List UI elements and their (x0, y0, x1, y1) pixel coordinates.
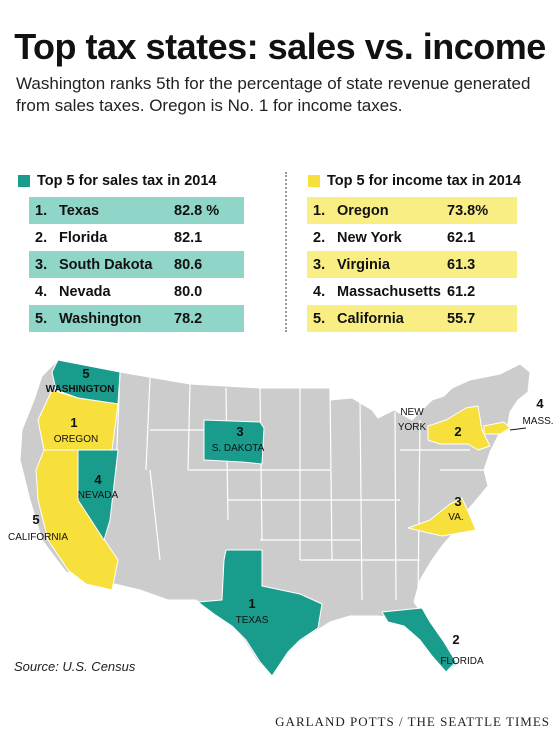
sales-swatch (18, 175, 30, 187)
state-nevada (77, 449, 119, 541)
nv-name-label: NEVADA (78, 490, 119, 501)
ma-leader-line (509, 427, 527, 431)
va-rank-label: 3 (454, 494, 461, 509)
table-row: 2. New York 62.1 (313, 229, 476, 246)
state-virginia (407, 497, 477, 537)
table-row: 2. Florida 82.1 (35, 229, 203, 246)
income-heading: Top 5 for income tax in 2014 (327, 173, 521, 189)
page-title: Top tax states: sales vs. income (14, 26, 546, 67)
state-texas (197, 549, 323, 677)
table-row: 1. Oregon 73.8% (307, 197, 517, 224)
wa-rank-label: 5 (82, 366, 89, 381)
tx-name-label: TEXAS (236, 615, 269, 626)
sales-legend: Top 5 for sales tax in 2014 (18, 173, 216, 189)
sd-rank-label: 3 (236, 424, 243, 439)
nv-rank-label: 4 (94, 472, 102, 487)
table-row: 5. Washington 78.2 (29, 305, 244, 332)
sd-name-label: S. DAKOTA (212, 443, 265, 454)
or-rank-label: 1 (70, 415, 77, 430)
table-row: 5. California 55.7 (307, 305, 517, 332)
table-divider (285, 172, 287, 332)
table-row: 3. South Dakota 80.6 (29, 251, 244, 278)
ny-name-label-line2: YORK (398, 422, 427, 433)
ny-name-label-line1: NEW (400, 407, 424, 418)
income-table: 1. Oregon 73.8% 2. New York 62.1 3. Virg… (307, 197, 517, 332)
subtitle: Washington ranks 5th for the percentage … (16, 74, 531, 115)
tx-rank-label: 1 (248, 596, 255, 611)
sales-table: 1. Texas 82.8 % 2. Florida 82.1 3. South… (29, 197, 244, 332)
state-massachusetts (483, 421, 511, 435)
ma-rank-label: 4 (536, 396, 544, 411)
state-florida (381, 607, 457, 673)
fl-name-label: FLORIDA (440, 656, 484, 667)
wa-name-label: WASHINGTON (46, 384, 115, 395)
table-row: 1. Texas 82.8 % (29, 197, 244, 224)
income-legend: Top 5 for income tax in 2014 (308, 173, 521, 189)
ca-name-label: CALIFORNIA (8, 532, 68, 543)
va-name-label: VA. (448, 512, 463, 523)
table-row: 4. Massachusetts 61.2 (313, 283, 476, 300)
ca-rank-label: 5 (32, 512, 39, 527)
table-row: 4. Nevada 80.0 (35, 283, 203, 300)
credit-line: GARLAND POTTS / THE SEATTLE TIMES (275, 714, 550, 729)
table-row: 3. Virginia 61.3 (307, 251, 517, 278)
ma-name-label: MASS. (522, 416, 553, 427)
or-name-label: OREGON (54, 434, 98, 445)
sales-heading: Top 5 for sales tax in 2014 (37, 173, 217, 189)
state-borders (115, 371, 490, 601)
fl-rank-label: 2 (452, 632, 459, 647)
state-south-dakota (203, 419, 265, 465)
state-new-york (427, 405, 491, 451)
income-swatch (308, 175, 320, 187)
ny-rank-label: 2 (454, 424, 461, 439)
source-note: Source: U.S. Census (14, 659, 136, 674)
us-map: 5 WASHINGTON 1 OREGON 4 NEVADA 5 CALIFOR… (8, 359, 554, 677)
